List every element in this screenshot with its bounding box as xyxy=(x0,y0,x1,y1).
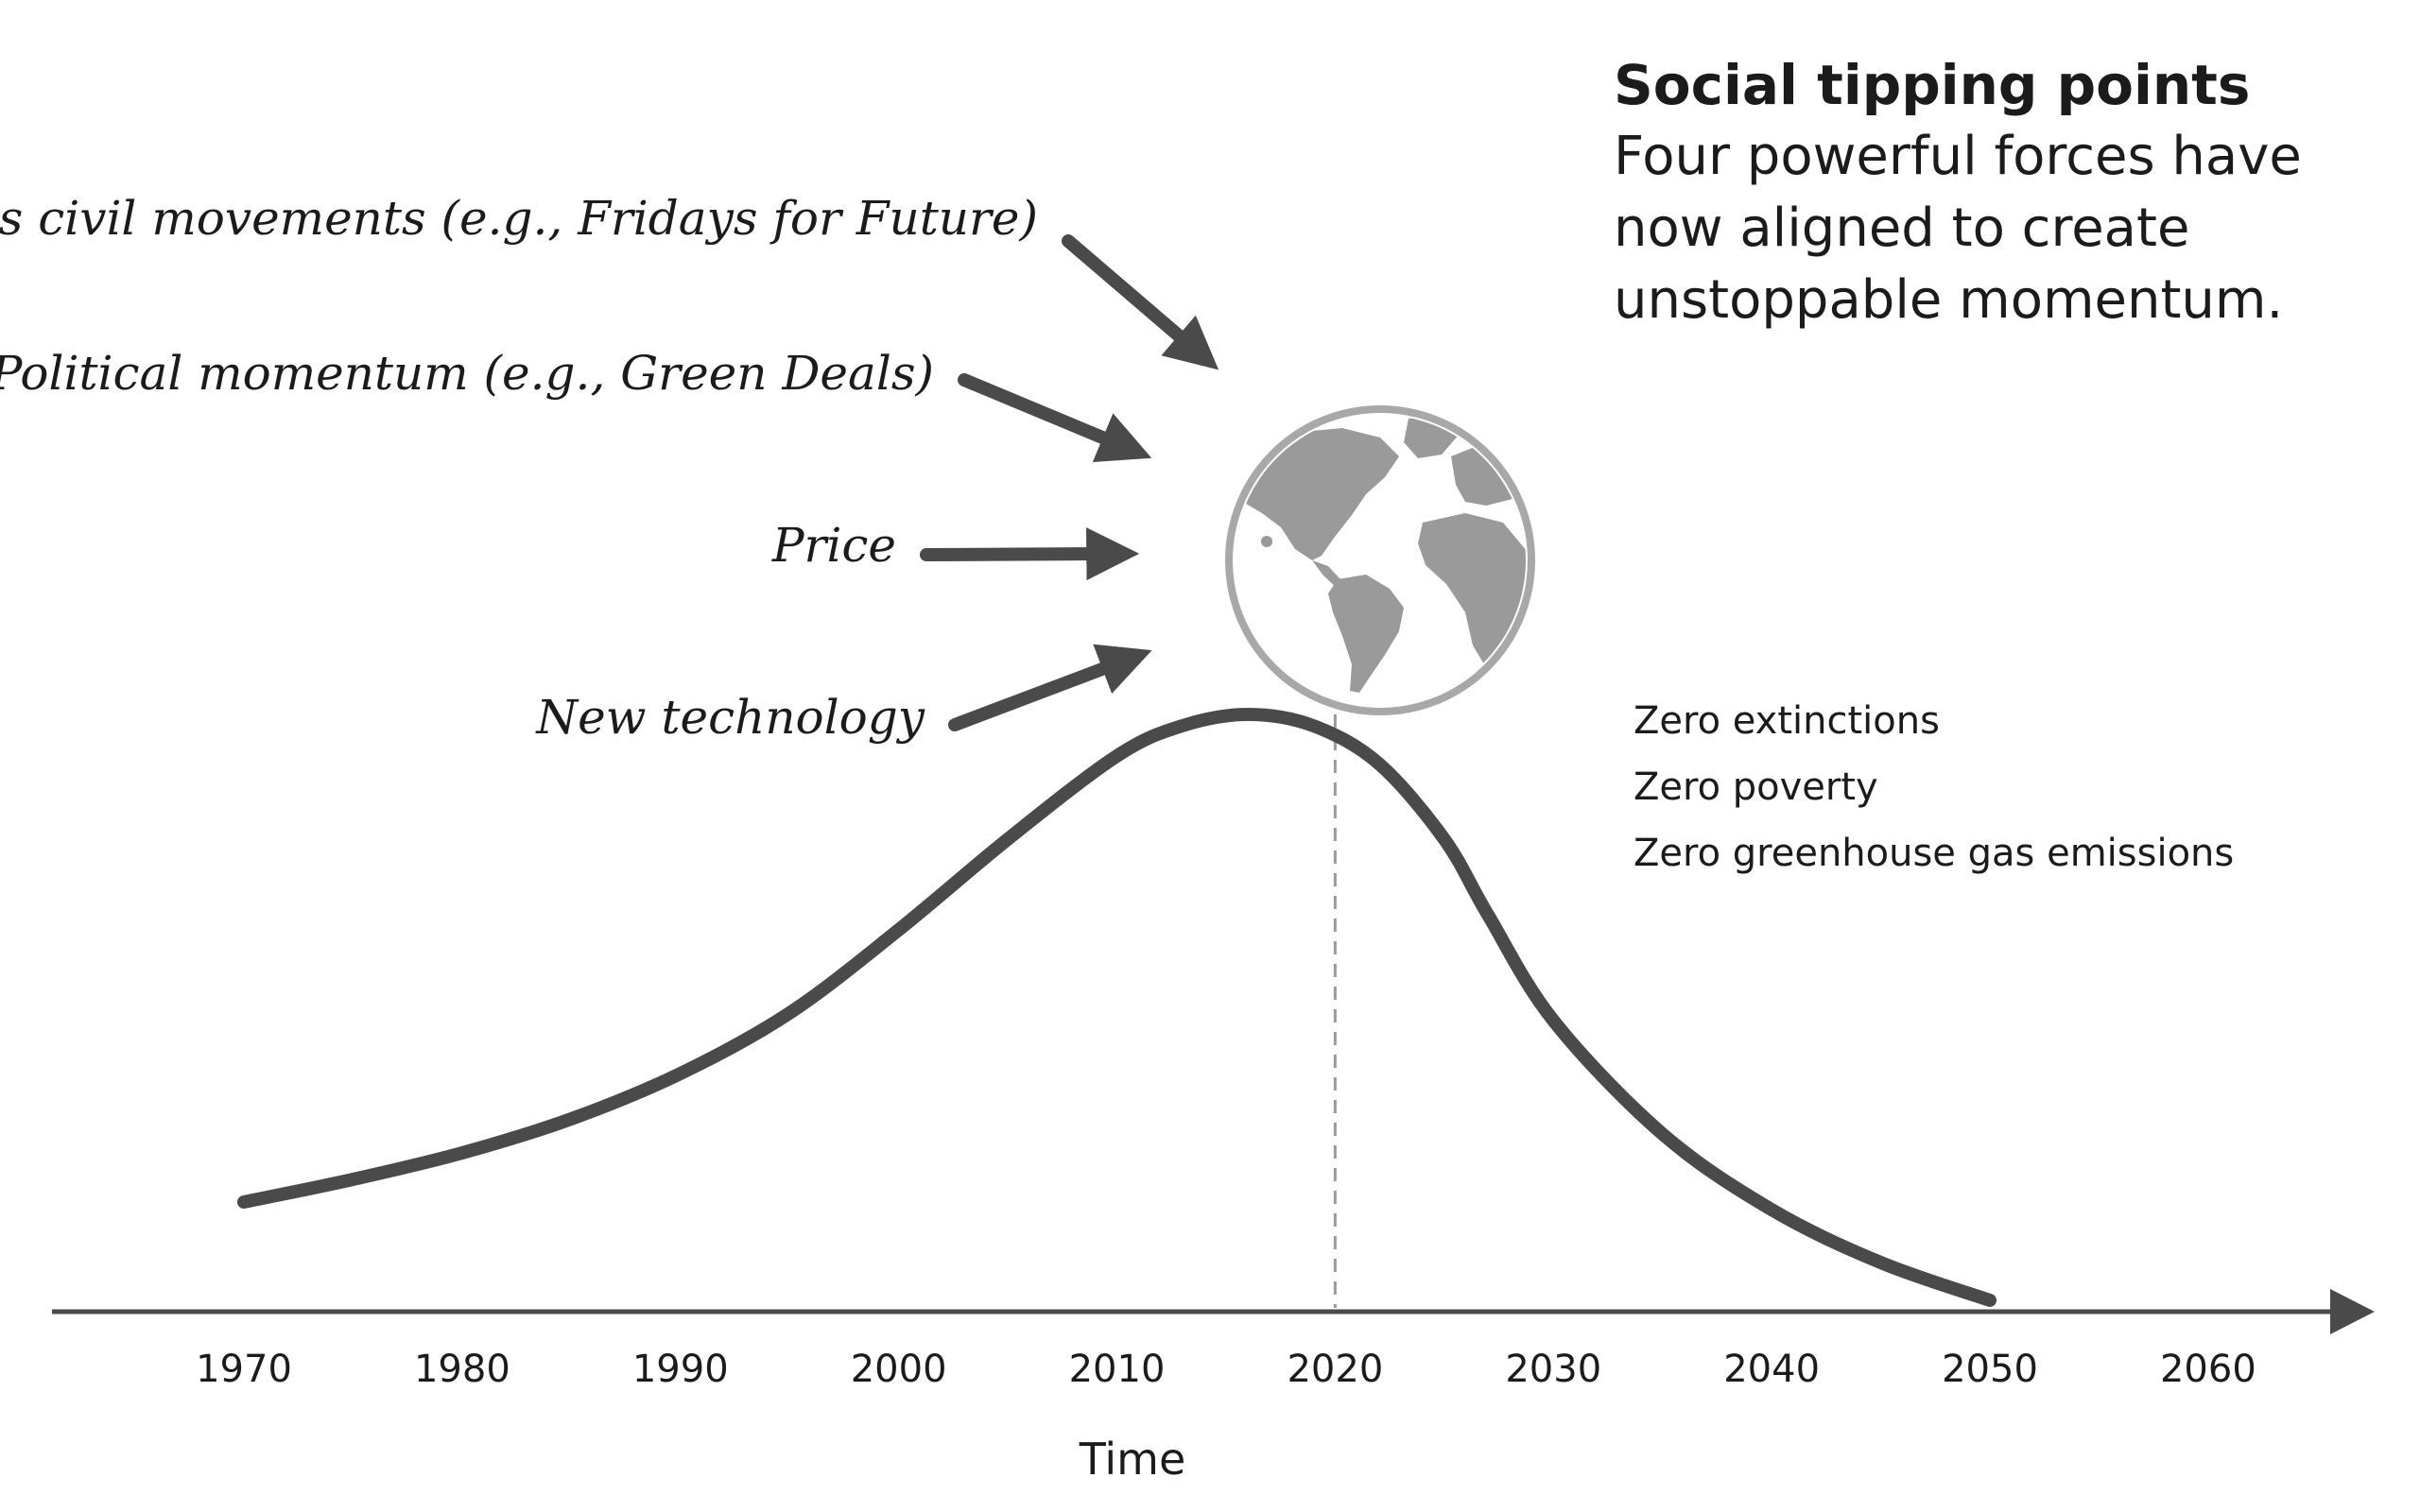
goal-zero-emissions: Zero greenhouse gas emissions xyxy=(1634,832,2235,875)
subtitle-line-1: Four powerful forces have xyxy=(1614,126,2302,187)
x-tick-label-1970: 1970 xyxy=(196,1348,292,1391)
goals-list: Zero extinctions Zero poverty Zero green… xyxy=(1634,688,2234,886)
force-label-political-momentum: Political momentum (e.g., Green Deals) xyxy=(0,346,934,401)
force-arrow-mass-civil-movements xyxy=(1062,234,1219,370)
goal-zero-poverty: Zero poverty xyxy=(1634,765,1878,809)
force-label-mass-civil-movements: Mass civil movements (e.g., Fridays for … xyxy=(0,191,1038,246)
curve-series-line xyxy=(237,708,1996,1307)
force-label-new-technology: New technology xyxy=(536,690,925,745)
x-axis-arrowhead xyxy=(2330,1289,2375,1334)
x-tick-label-2040: 2040 xyxy=(1723,1348,1820,1391)
globe-icon xyxy=(1225,405,1535,715)
force-arrow-price xyxy=(920,527,1140,581)
subtitle-line-2: now aligned to create xyxy=(1614,198,2190,259)
chart-title: Social tipping points xyxy=(1614,53,2251,117)
x-tick-label-1990: 1990 xyxy=(632,1348,729,1391)
x-axis-title: Time xyxy=(1079,1434,1186,1485)
x-tick-label-2000: 2000 xyxy=(851,1348,947,1391)
force-arrow-new-technology xyxy=(948,644,1152,731)
x-tick-label-2020: 2020 xyxy=(1287,1348,1383,1391)
x-tick-label-2050: 2050 xyxy=(1942,1348,2038,1391)
subtitle-line-3: unstoppable momentum. xyxy=(1614,269,2284,331)
x-tick-label-2060: 2060 xyxy=(2160,1348,2256,1391)
x-tick-label-1980: 1980 xyxy=(414,1348,510,1391)
title-block: Social tipping points Four powerful forc… xyxy=(1614,49,2398,336)
x-tick-label-2030: 2030 xyxy=(1505,1348,1601,1391)
goal-zero-extinctions: Zero extinctions xyxy=(1634,699,1940,743)
x-tick-label-2010: 2010 xyxy=(1069,1348,1166,1391)
x-tick-labels: 1970 1980 1990 2000 2010 2020 2030 2040 2050 2060 xyxy=(196,1348,2256,1391)
force-label-price: Price xyxy=(771,518,896,573)
force-arrow-political-momentum xyxy=(958,373,1152,462)
